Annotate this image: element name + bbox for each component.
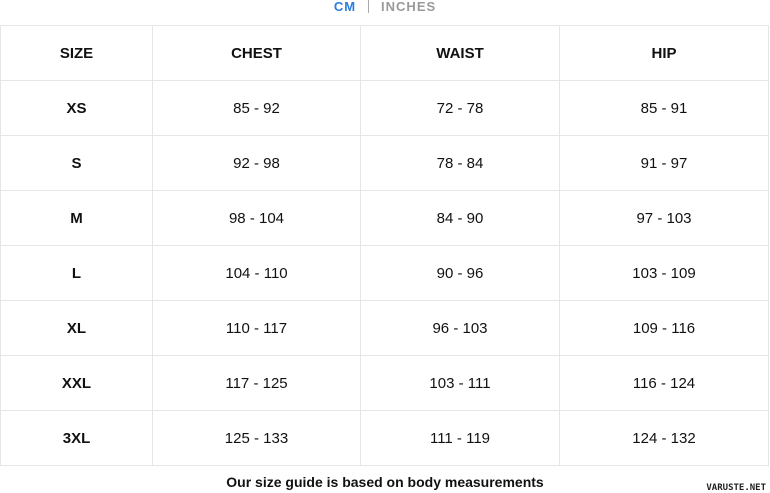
table-row: XS 85 - 92 72 - 78 85 - 91: [0, 80, 769, 136]
size-guide-note: Our size guide is based on body measurem…: [226, 474, 544, 490]
watermark: VARUSTE.NET: [706, 483, 766, 493]
header-chest: CHEST: [152, 25, 361, 81]
unit-inches-tab[interactable]: INCHES: [381, 0, 437, 14]
cell-hip: 124 - 132: [559, 410, 769, 466]
cell-chest: 104 - 110: [152, 245, 361, 301]
cell-size: M: [0, 190, 153, 246]
cell-size: 3XL: [0, 410, 153, 466]
cell-chest: 117 - 125: [152, 355, 361, 411]
cell-waist: 96 - 103: [360, 300, 560, 356]
cell-waist: 90 - 96: [360, 245, 560, 301]
cell-waist: 72 - 78: [360, 80, 560, 136]
unit-toggle: CM INCHES: [0, 0, 770, 14]
size-chart-table: SIZE CHEST WAIST HIP XS 85 - 92 72 - 78 85 …: [0, 25, 769, 466]
cell-size: XS: [0, 80, 153, 136]
table-row: L 104 - 110 90 - 96 103 - 109: [0, 245, 769, 301]
header-waist: WAIST: [360, 25, 560, 81]
header-hip: HIP: [559, 25, 769, 81]
cell-chest: 85 - 92: [152, 80, 361, 136]
table-row: XL 110 - 117 96 - 103 109 - 116: [0, 300, 769, 356]
table-header-row: SIZE CHEST WAIST HIP: [0, 25, 769, 81]
cell-chest: 92 - 98: [152, 135, 361, 191]
unit-cm-tab[interactable]: CM: [333, 0, 357, 14]
cell-size: L: [0, 245, 153, 301]
cell-waist: 84 - 90: [360, 190, 560, 246]
cell-chest: 110 - 117: [152, 300, 361, 356]
cell-waist: 78 - 84: [360, 135, 560, 191]
header-size: SIZE: [0, 25, 153, 81]
cell-hip: 116 - 124: [559, 355, 769, 411]
table-row: 3XL 125 - 133 111 - 119 124 - 132: [0, 410, 769, 466]
table-row: M 98 - 104 84 - 90 97 - 103: [0, 190, 769, 246]
cell-hip: 103 - 109: [559, 245, 769, 301]
table-row: XXL 117 - 125 103 - 111 116 - 124: [0, 355, 769, 411]
cell-chest: 125 - 133: [152, 410, 361, 466]
cell-hip: 85 - 91: [559, 80, 769, 136]
cell-hip: 97 - 103: [559, 190, 769, 246]
cell-chest: 98 - 104: [152, 190, 361, 246]
cell-size: S: [0, 135, 153, 191]
cell-size: XL: [0, 300, 153, 356]
divider: [368, 0, 370, 13]
cell-size: XXL: [0, 355, 153, 411]
cell-waist: 103 - 111: [360, 355, 560, 411]
table-row: S 92 - 98 78 - 84 91 - 97: [0, 135, 769, 191]
cell-hip: 109 - 116: [559, 300, 769, 356]
cell-waist: 111 - 119: [360, 410, 560, 466]
cell-hip: 91 - 97: [559, 135, 769, 191]
